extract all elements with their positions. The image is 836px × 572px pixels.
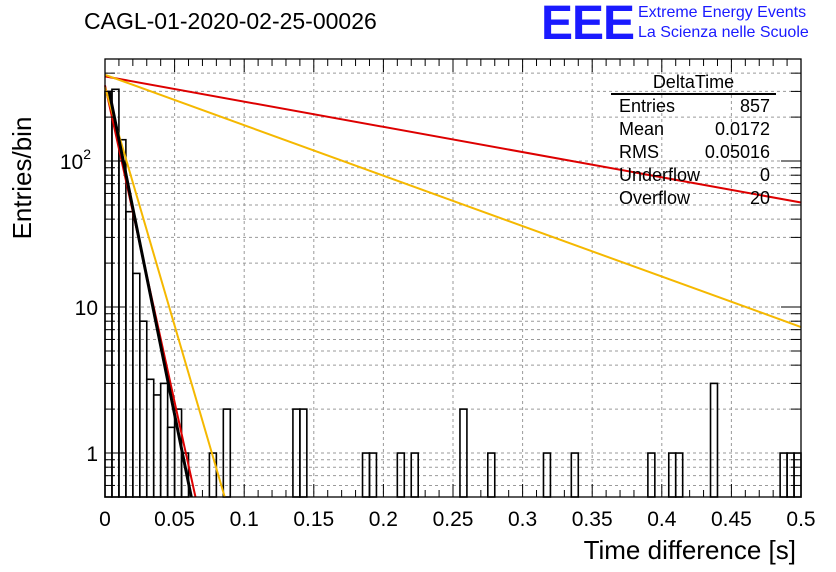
stats-label: Mean [619,119,665,139]
stats-label: Entries [619,96,676,116]
stats-rows: Entries 857 Mean 0.0172 RMS 0.05016 Underflow 0… [611,95,776,210]
stats-row-overflow: Overflow 20 [611,187,776,210]
x-tick-labels: 0 0.05 0.1 0.15 0.2 0.25 0.3 0.35 0.4 0.45 0.5 [99,508,815,531]
y-axis-label: Entries/bin [7,117,37,240]
fit-line [104,87,226,498]
stats-value: 857 [739,96,770,116]
y-tick-label: 1 [86,443,98,466]
x-tick-label: 0.3 [508,508,537,531]
stats-row-mean: Mean 0.0172 [611,118,776,141]
fit-line [104,73,802,328]
x-tick-label: 0.2 [369,508,398,531]
stats-label: Overflow [619,188,691,208]
histogram-bar [111,88,120,498]
y-tick-label: 10 [75,297,98,320]
grid-lines [105,59,801,497]
stats-title: DeltaTime [611,71,776,95]
histogram-bar [709,382,719,498]
stats-box: DeltaTime Entries 857 Mean 0.0172 RMS 0.05016… [611,71,776,210]
histogram-bar [104,90,113,498]
x-tick-label: 0 [99,508,111,531]
fit-lines [104,73,802,498]
stats-row-entries: Entries 857 [611,95,776,118]
stats-row-underflow: Underflow 0 [611,164,776,187]
y-tick-base: 1 [86,443,98,466]
x-tick-label: 0.45 [711,508,752,531]
logo-line-2: La Scienza nelle Scuole [638,24,809,41]
histogram-bar [159,382,169,498]
axis-ticks [104,59,802,497]
histogram-bar [145,378,155,498]
histogram-bar [152,394,162,498]
stats-value: 0 [759,165,770,185]
x-tick-label: 0.25 [433,508,474,531]
histogram-bar [166,426,176,498]
x-tick-label: 0.05 [154,508,195,531]
stats-label: Underflow [619,165,701,185]
logo-line-1: Extreme Energy Events [638,4,807,21]
y-tick-exponent: 2 [83,146,91,162]
x-axis-label: Time difference [s] [584,535,796,565]
stats-value: 0.05016 [704,142,770,162]
stats-row-rms: RMS 0.05016 [611,141,776,164]
y-tick-label: 102 [60,146,91,174]
stats-value: 20 [749,188,770,208]
histogram-bar [125,210,134,498]
x-tick-label: 0.1 [230,508,259,531]
y-tick-base: 10 [60,151,83,174]
x-tick-label: 0.5 [786,508,815,531]
fit-line [107,91,193,498]
stats-value: 0.0172 [714,119,770,139]
x-tick-label: 0.4 [647,508,677,531]
eee-logo: EEE [541,0,635,50]
stats-label: RMS [619,142,659,162]
y-tick-base: 10 [75,297,98,320]
x-tick-label: 0.15 [293,508,334,531]
fit-line [104,75,802,204]
chart-title: CAGL-01-2020-02-25-00026 [84,8,377,34]
x-tick-label: 0.35 [572,508,613,531]
